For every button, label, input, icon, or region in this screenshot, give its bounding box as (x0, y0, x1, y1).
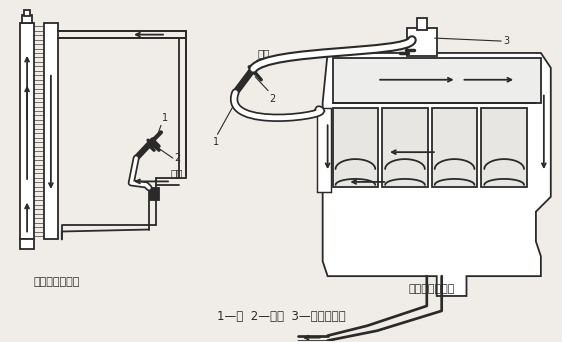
Text: 逆流冲洗散热器: 逆流冲洗散热器 (34, 277, 80, 287)
Bar (22, 15, 32, 23)
Bar (44, 23, 58, 239)
Bar (432, 107, 477, 187)
Bar (20, 23, 34, 239)
Bar (317, 107, 330, 192)
Bar (482, 107, 527, 187)
Bar (24, 10, 30, 16)
Text: 3: 3 (503, 36, 509, 46)
Bar (150, 188, 159, 200)
Bar (333, 58, 541, 103)
Polygon shape (323, 53, 551, 296)
Bar (382, 107, 428, 187)
Bar (417, 18, 427, 30)
Text: 噴枪: 噴枪 (171, 168, 183, 178)
Text: 噴枪: 噴枪 (257, 48, 270, 58)
Bar (20, 239, 34, 249)
Text: 2: 2 (269, 94, 275, 104)
Text: 2: 2 (174, 153, 180, 163)
Bar (407, 28, 437, 56)
Text: 1: 1 (162, 114, 168, 123)
Text: 逆流冲洗发动机: 逆流冲洗发动机 (409, 284, 455, 294)
Bar (333, 107, 378, 187)
Text: 1—水  2—空气  3—拆下节温器: 1—水 2—空气 3—拆下节温器 (217, 310, 345, 323)
Text: 1: 1 (212, 137, 219, 147)
